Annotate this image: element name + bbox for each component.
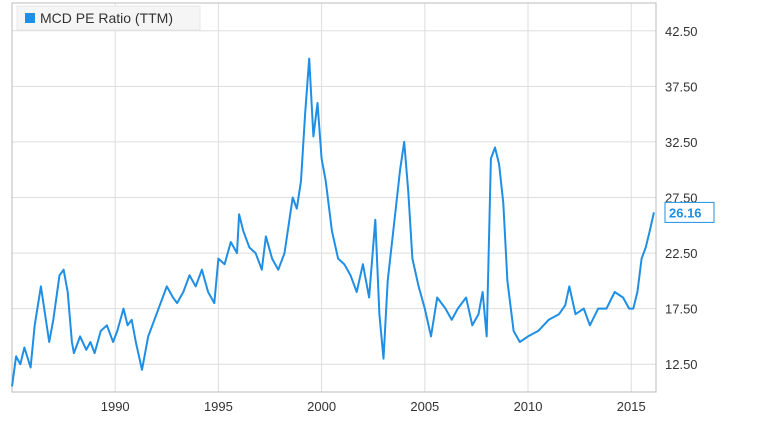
y-tick-label: 32.50 xyxy=(665,135,698,150)
y-tick-label: 22.50 xyxy=(665,246,698,261)
last-value-label: 26.16 xyxy=(669,205,702,220)
last-value-badge: 26.16 xyxy=(664,201,715,223)
y-tick-label: 42.50 xyxy=(665,24,698,39)
x-tick-label: 1990 xyxy=(101,399,130,414)
x-tick-label: 2005 xyxy=(410,399,439,414)
y-tick-label: 27.50 xyxy=(665,191,698,206)
plot-frame xyxy=(11,2,657,393)
x-tick-label: 2000 xyxy=(307,399,336,414)
y-tick-label: 17.50 xyxy=(665,302,698,317)
y-tick-label: 12.50 xyxy=(665,357,698,372)
legend-label: MCD PE Ratio (TTM) xyxy=(40,10,173,26)
grid-lines xyxy=(12,3,656,392)
series-line-mcd-pe-ratio xyxy=(11,57,655,387)
x-tick-label: 2015 xyxy=(617,399,646,414)
x-axis-tick-labels: 1990 1995 2000 2005 2010 2015 xyxy=(101,399,646,414)
y-axis-tick-labels: 12.50 17.50 22.50 27.50 32.50 37.50 42.50 xyxy=(665,24,698,372)
x-tick-label: 2010 xyxy=(514,399,543,414)
legend-box xyxy=(16,5,201,31)
y-tick-label: 37.50 xyxy=(665,79,698,94)
x-tick-label: 1995 xyxy=(204,399,233,414)
legend[interactable]: MCD PE Ratio (TTM) xyxy=(16,5,201,31)
last-value-box xyxy=(664,201,715,223)
legend-swatch xyxy=(25,13,35,23)
